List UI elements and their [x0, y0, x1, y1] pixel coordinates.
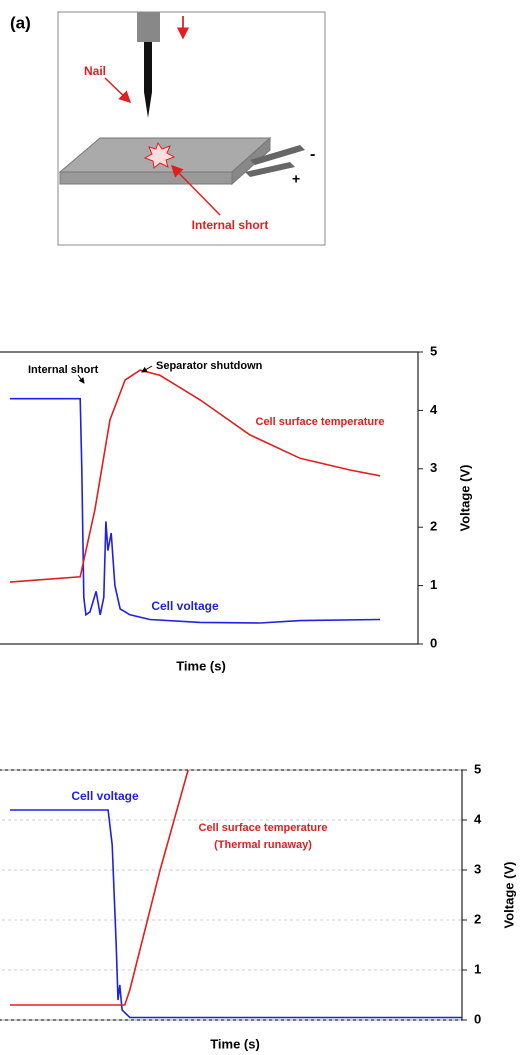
- short-arrow: [170, 164, 221, 216]
- panel-label: (a): [10, 13, 31, 32]
- nail: [144, 42, 152, 118]
- y2-tick-label: 3: [430, 460, 437, 475]
- diagram: Nail Internal short - +: [57, 11, 326, 246]
- y2-tick-label: 0: [474, 1011, 481, 1026]
- tab-pos: [245, 162, 295, 177]
- y2-tick-label: 2: [474, 911, 481, 926]
- annotation-leader: [77, 374, 85, 384]
- diagram-frame: [57, 11, 326, 246]
- x-axis-label: Time (s): [176, 658, 226, 673]
- series-line: [10, 397, 381, 624]
- y2-axis-label: Voltage (V): [501, 862, 516, 929]
- y2-tick-label: 4: [430, 402, 438, 417]
- y2-tick-label: 5: [474, 761, 481, 776]
- nail-arrow: [104, 77, 132, 104]
- y2-tick-label: 4: [474, 811, 482, 826]
- y2-tick-label: 0: [430, 635, 437, 650]
- annotation-leader: [141, 365, 153, 373]
- x-axis-label: Time (s): [210, 1036, 260, 1051]
- annotation: Internal short: [28, 364, 99, 376]
- annotation: Cell voltage: [71, 789, 139, 803]
- nail-label: Nail: [84, 64, 106, 78]
- y2-tick-label: 2: [430, 519, 437, 534]
- plot-frame: [0, 769, 463, 1021]
- y2-tick-label: 5: [430, 343, 437, 358]
- cell-side: [59, 171, 233, 185]
- y2-axis-label: Voltage (V): [457, 465, 472, 532]
- y2-tick-label: 1: [430, 577, 437, 592]
- plot-frame: [0, 351, 419, 645]
- y2-tick-label: 1: [474, 961, 481, 976]
- plus-label: +: [292, 171, 300, 187]
- annotation: (Thermal runaway): [214, 839, 312, 851]
- annotation: Separator shutdown: [156, 360, 263, 372]
- short-star: [143, 141, 176, 169]
- nail-holder: [137, 12, 160, 42]
- series-line: [9, 369, 381, 583]
- y2-tick-label: 3: [474, 861, 481, 876]
- annotation: Cell voltage: [151, 599, 219, 613]
- series-line: [10, 770, 189, 1006]
- annotation: Cell surface temperature: [199, 822, 328, 834]
- minus-label: -: [310, 146, 315, 163]
- short-label: Internal short: [192, 218, 269, 232]
- tab-neg: [250, 145, 305, 165]
- series-line: [10, 809, 462, 1019]
- annotation: Cell surface temperature: [256, 416, 385, 428]
